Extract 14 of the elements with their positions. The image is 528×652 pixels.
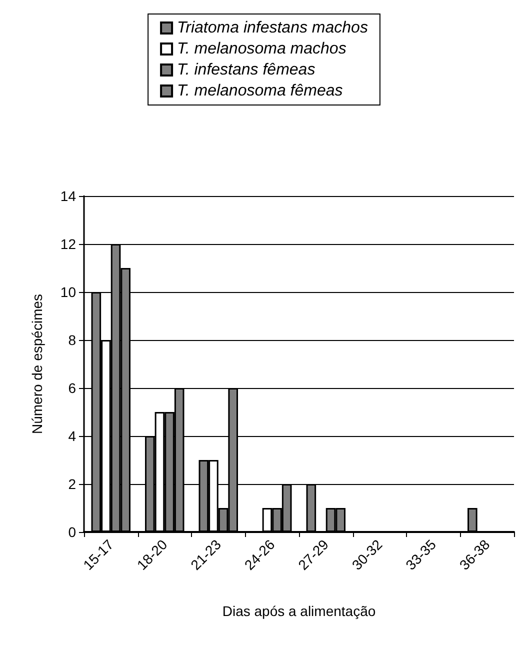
legend-label: T. melanosoma machos [177,40,346,58]
y-axis-title: Número de espécimes [29,294,45,434]
y-tick-label: 6 [68,380,76,396]
y-tick-label: 14 [60,188,76,204]
y-tick-label: 4 [68,428,76,444]
y-tick-label: 0 [68,524,76,540]
legend-label: Triatoma infestans machos [177,20,368,36]
y-tick-label: 2 [68,476,76,492]
y-tick-label: 10 [60,284,76,300]
legend-label: T. infestans fêmeas [177,62,316,78]
x-axis-title: Dias após a alimentação [222,603,376,619]
y-tick-label: 12 [60,236,76,252]
y-tick-label: 8 [68,332,76,348]
legend-label: T. melanosoma fêmeas [177,82,343,100]
